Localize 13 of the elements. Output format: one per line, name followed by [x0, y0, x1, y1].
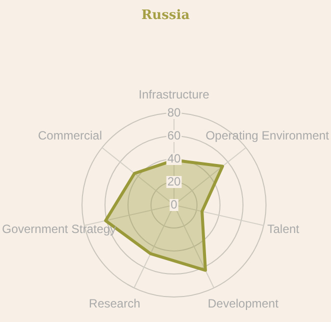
- spoke-label: Research: [88, 296, 140, 310]
- y-tick-label: 20: [167, 174, 181, 188]
- chart-title: Russia: [140, 8, 191, 23]
- spoke-label: Infrastructure: [138, 87, 210, 102]
- spoke-label: Development: [208, 296, 280, 310]
- spoke-label: Operating Environment: [206, 128, 330, 143]
- y-tick-label: 0: [170, 197, 178, 212]
- spoke-label: Talent: [267, 222, 300, 236]
- y-tick-label: 60: [167, 128, 181, 142]
- y-tick-label: 40: [167, 151, 181, 166]
- spoke-label: Government Strategy: [2, 222, 116, 236]
- spoke-label: Commercial: [38, 128, 102, 143]
- y-tick-label: 80: [167, 105, 181, 120]
